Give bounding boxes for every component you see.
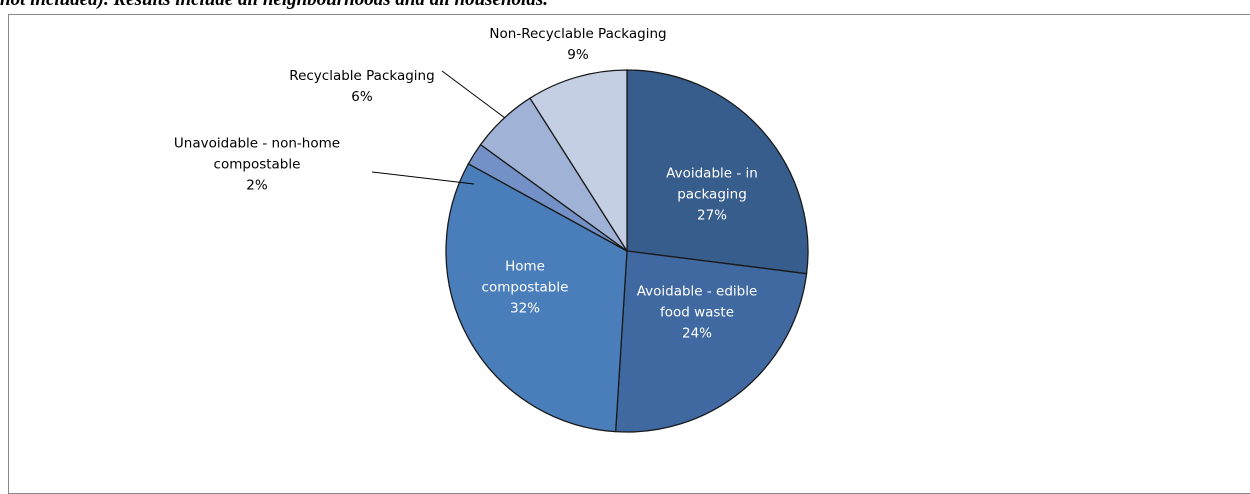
slice-label: Unavoidable - non-home compostable 2% (172, 134, 342, 197)
slice-name: Home compostable (481, 258, 569, 296)
caption: not included). Results include all neigh… (0, 0, 548, 11)
slice-name: Recyclable Packaging (289, 68, 435, 84)
slice-value: 2% (246, 177, 268, 194)
slice-value: 24% (681, 325, 712, 342)
slice-value: 6% (351, 89, 373, 105)
slice-name: Avoidable - in packaging (666, 165, 758, 203)
leader-line (371, 171, 475, 185)
slice-label: Avoidable - edible food waste 24% (622, 282, 772, 345)
pie-slice (614, 250, 808, 433)
slice-name: Unavoidable - non-home compostable (173, 135, 341, 173)
slice-value: 9% (567, 47, 589, 63)
slice-label: Avoidable - in packaging 27% (655, 164, 770, 227)
leader-line (441, 70, 506, 119)
pie-slice (626, 69, 809, 275)
slice-name: Non-Recyclable Packaging (489, 26, 667, 42)
slice-value: 32% (509, 300, 540, 317)
slice-name: Avoidable - edible food waste (636, 283, 758, 321)
pie-slice (529, 69, 628, 254)
slice-label: Recyclable Packaging 6% (272, 66, 452, 108)
slice-label: Home compostable 32% (470, 257, 580, 320)
slice-value: 27% (696, 207, 727, 224)
pie-slice (445, 162, 628, 433)
slice-label: Non-Recyclable Packaging 9% (458, 24, 698, 66)
